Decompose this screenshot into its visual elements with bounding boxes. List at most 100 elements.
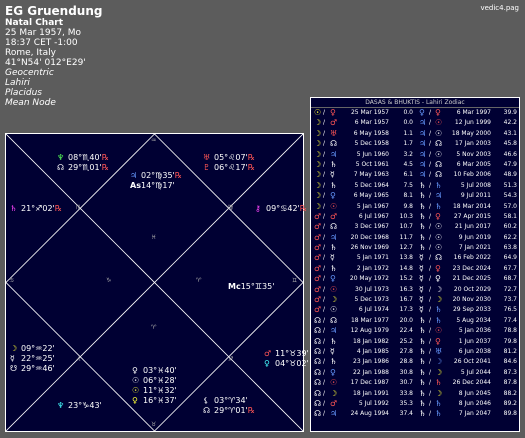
dasa-date: 1 Jun 2037 — [458, 337, 491, 345]
planet-glyph-icon: ☉ — [132, 386, 140, 395]
planet-glyph-icon: ☽ — [314, 170, 322, 180]
sign-cusp-icon: ♉ — [151, 421, 157, 428]
planet-glyph-icon: ☿ — [419, 295, 424, 305]
dasa-date: 18 Mar 1977 — [350, 316, 389, 324]
planet-glyph-icon: ♃ — [419, 118, 427, 128]
dasa-date: 12 Aug 1979 — [350, 327, 389, 335]
planet-glyph-icon: ☉ — [435, 118, 443, 128]
separator: / — [323, 264, 326, 272]
planet-glyph-icon: ☊ — [330, 222, 338, 232]
planet-glyph-icon: ☽ — [314, 118, 322, 128]
planet-glyph-icon: ♄ — [419, 180, 427, 190]
sign-cusp-icon: ♌ — [76, 356, 82, 363]
planet-glyph-icon: ☊ — [57, 163, 65, 172]
planet-glyph-icon: ♂ — [314, 253, 322, 263]
dasa-date: 5 Jul 2044 — [460, 368, 491, 376]
dasa-date: 16 Feb 2022 — [453, 254, 491, 262]
dasa-row: ☽ / ♄ 5 Dec 1964 7.5 ♄ / ♄ 5 Jul 2008 51.3 — [311, 181, 519, 191]
separator: / — [429, 285, 432, 293]
separator: / — [323, 233, 326, 241]
chart-name: EG Gruendung — [5, 4, 103, 18]
dasa-age: 0.0 — [403, 119, 413, 127]
dasa-age: 60.2 — [503, 223, 517, 231]
dasa-age: 27.8 — [399, 347, 413, 355]
planet-glyph-icon: ♀ — [132, 366, 138, 375]
dasa-age: 67.7 — [503, 264, 517, 272]
sign-cusp-icon: ♑ — [106, 277, 112, 284]
planet-glyph-icon: ⚸ — [203, 396, 209, 405]
dasa-row: ☽ / ☉ 5 Jan 1967 9.8 ♄ / ♄ 18 Mar 2014 57.0 — [311, 202, 519, 212]
retrograde-marker: ℞ — [101, 153, 109, 162]
planet-position: ☊ 29°♈01'℞ — [203, 406, 255, 415]
planet-glyph-icon: ♀ — [330, 108, 336, 117]
planet-glyph-icon: ♀ — [435, 274, 441, 284]
separator: / — [429, 399, 432, 407]
dasa-age: 89.8 — [503, 410, 517, 418]
planet-glyph-icon: ♄ — [330, 243, 338, 253]
planet-glyph-icon: ☽ — [435, 295, 443, 305]
dasa-date: 7 May 1963 — [353, 171, 389, 179]
sign-cusp-icon: ♓ — [151, 234, 157, 241]
planet-degree: 15°♊35' — [240, 282, 275, 291]
dasa-age: 25.2 — [399, 337, 413, 345]
birth-place: Rome, Italy — [5, 48, 56, 58]
dasa-row: ☊ / ♂ 5 Jul 1992 35.3 ♄ / ♄ 8 Jun 2046 89.2 — [311, 399, 519, 409]
dasa-date: 23 Dec 2024 — [452, 264, 491, 272]
dasa-age: 14.8 — [399, 264, 413, 272]
planet-glyph-icon: ♄ — [435, 180, 443, 190]
dasa-date: 8 Jun 2046 — [458, 399, 491, 407]
dasa-age: 22.4 — [399, 327, 413, 335]
dasa-date: 21 Dec 2025 — [452, 275, 491, 283]
separator: / — [323, 192, 326, 200]
separator: / — [429, 171, 432, 179]
dasas-rows: ☉ / ♀ 25 Mar 1957 0.0 ♀ / ♀ 6 Mar 1997 39.9 ☽ / ♂ 6 M… — [311, 108, 519, 420]
planet-glyph-icon: ☊ — [330, 315, 338, 325]
dasa-age: 15.2 — [399, 275, 413, 283]
planet-degree: 14°♍17' — [141, 181, 175, 190]
dasa-date: 5 Dec 1964 — [354, 181, 389, 189]
planet-glyph-icon: ♂ — [314, 295, 322, 305]
planet-position: ⚷ 09°♋42'℞ — [255, 204, 307, 213]
planet-glyph-icon: ☽ — [314, 201, 322, 211]
separator: / — [323, 212, 326, 220]
dasa-date: 6 Mar 1997 — [456, 109, 491, 116]
planet-position: ☋ 29°♒46' — [10, 364, 55, 373]
dasa-date: 12 Jun 1999 — [454, 119, 491, 127]
planet-glyph-icon: ♄ — [330, 357, 338, 367]
planet-glyph-icon: ♃ — [419, 139, 427, 149]
planet-glyph-icon: ♃ — [435, 191, 443, 201]
dasa-age: 7.5 — [403, 181, 413, 189]
planet-glyph-icon: ♄ — [419, 336, 427, 346]
planet-glyph-icon: ☊ — [435, 170, 443, 180]
planet-glyph-icon: ♃ — [419, 170, 427, 180]
dasa-age: 17.3 — [399, 306, 413, 314]
planet-degree: 06°♌17' — [214, 163, 248, 172]
dasa-date: 18 Jan 1991 — [353, 389, 389, 397]
sign-cusp-icon: ♐ — [228, 356, 234, 363]
dasa-row: ♂ / ♄ 2 Jan 1972 14.8 ☿ / ♀ 23 Dec 2024 67.7 — [311, 264, 519, 274]
dasas-title: DASAS & BHUKTIS - Lahiri Zodiac — [311, 98, 519, 108]
dasa-date: 6 May 1958 — [353, 129, 389, 137]
separator: / — [429, 233, 432, 241]
dasa-age: 68.7 — [503, 275, 517, 283]
separator: / — [323, 379, 326, 387]
planet-glyph-icon: ☊ — [435, 159, 443, 169]
planet-glyph-icon: ♀ — [435, 336, 441, 346]
planet-glyph-icon: ☉ — [314, 108, 322, 117]
sign-cusp-icon: ♋ — [9, 277, 15, 284]
planet-glyph-icon: ♄ — [330, 180, 338, 190]
separator: / — [323, 171, 326, 179]
dasa-age: 77.4 — [503, 316, 517, 324]
dasa-date: 24 Aug 1994 — [350, 410, 389, 418]
planet-glyph-icon: ♄ — [419, 357, 427, 367]
planet-degree: 16°♓37' — [143, 396, 177, 405]
sign-cusp-icon: ♊ — [292, 277, 298, 284]
planet-glyph-icon: ♄ — [435, 398, 443, 408]
birth-time: 18:37 CET -1:00 — [5, 38, 78, 48]
dasa-row: ☽ / ♅ 6 May 1958 1.1 ♃ / ☉ 18 May 2000 43.1 — [311, 129, 519, 139]
planet-glyph-icon: ☊ — [435, 139, 443, 149]
planet-glyph-icon: ♂ — [330, 398, 338, 408]
dasa-date: 26 Dec 2044 — [452, 379, 491, 387]
dasa-age: 1.1 — [403, 129, 413, 137]
planet-glyph-icon: ♀ — [435, 263, 441, 273]
